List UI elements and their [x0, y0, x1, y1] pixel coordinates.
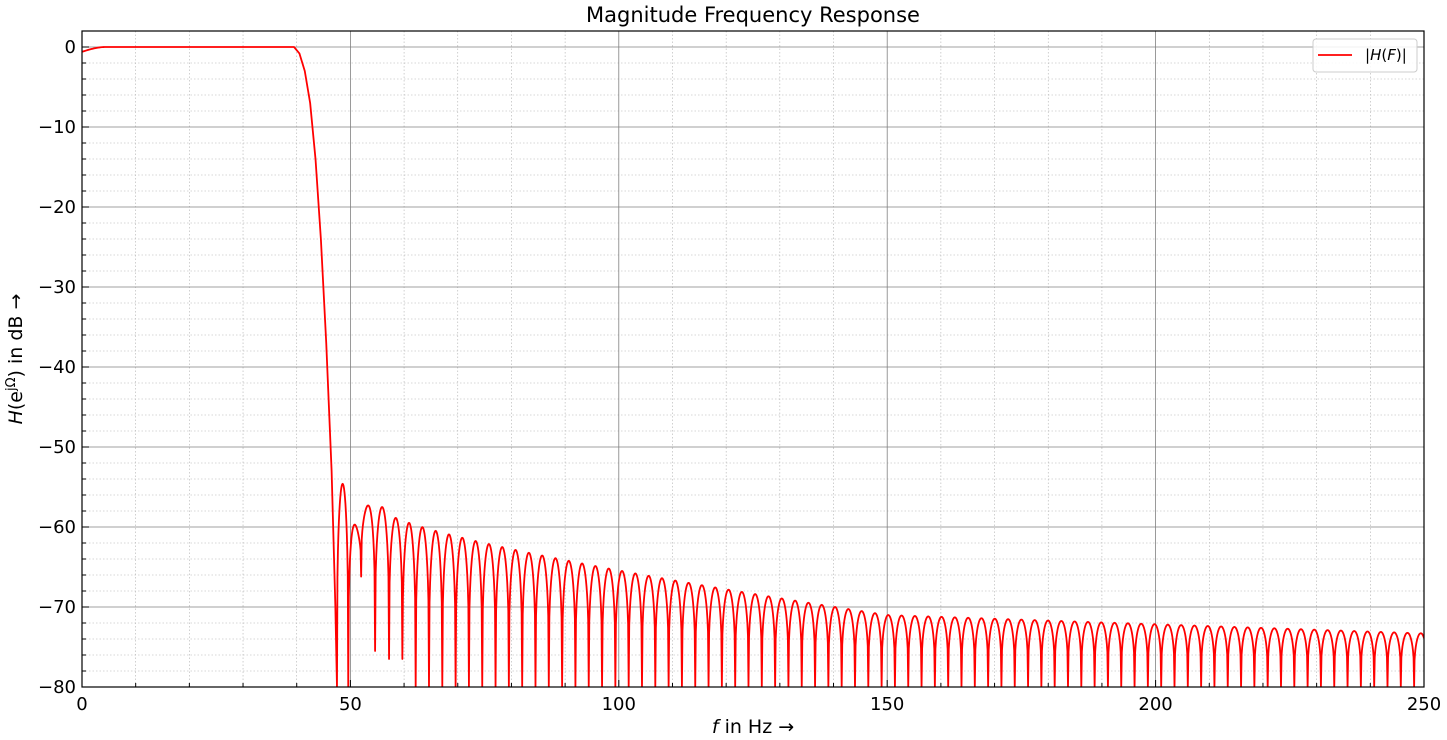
y-tick-label: −70 [38, 597, 76, 618]
x-tick-label: 150 [870, 694, 904, 715]
y-axis-label: H(ejΩ) in dB → [4, 294, 27, 425]
major-grid [82, 31, 1424, 687]
y-tick-label: −60 [38, 517, 76, 538]
axis-ticks [81, 30, 1425, 688]
minor-grid [82, 30, 1424, 687]
y-tick-labels: 0 −10 −20 −30 −40 −50 −60 −70 −80 [38, 37, 76, 698]
y-tick-label: −50 [38, 437, 76, 458]
legend-label-pre: | [1365, 46, 1370, 64]
x-tick-label: 50 [339, 694, 362, 715]
y-tick-label: −20 [38, 197, 76, 218]
y-tick-label: −30 [38, 277, 76, 298]
legend-box [1312, 38, 1418, 73]
y-axis-label-open: (e [5, 391, 27, 410]
legend-label-var2: F [1387, 46, 1396, 64]
legend-label-mid: ( [1381, 46, 1387, 64]
x-axis-label: f in Hz → [712, 716, 794, 738]
chart-title: Magnitude Frequency Response [586, 3, 920, 27]
y-tick-label: 0 [65, 37, 76, 58]
y-tick-label: −40 [38, 357, 76, 378]
x-tick-label: 100 [602, 694, 636, 715]
legend-label-post: )| [1396, 46, 1407, 64]
plot-frame [81, 30, 1425, 688]
legend: |H(F)| [1312, 38, 1418, 73]
y-axis-label-unit: ) in dB → [5, 294, 27, 378]
legend-label: |H(F)| [1365, 46, 1407, 64]
y-axis-label-variable: H [5, 410, 27, 424]
y-tick-label: −80 [38, 677, 76, 698]
x-tick-label: 200 [1138, 694, 1172, 715]
x-tick-labels: 0 50 100 150 200 250 [76, 694, 1441, 715]
series-line-h-f [82, 46, 1424, 687]
x-axis-label-variable: f [712, 716, 722, 738]
legend-label-var: H [1370, 46, 1381, 64]
x-axis-label-unit: in Hz → [719, 716, 795, 738]
y-axis-label-superscript: jΩ [4, 377, 19, 392]
x-tick-label: 0 [76, 694, 87, 715]
x-tick-label: 250 [1407, 694, 1441, 715]
y-tick-label: −10 [38, 117, 76, 138]
